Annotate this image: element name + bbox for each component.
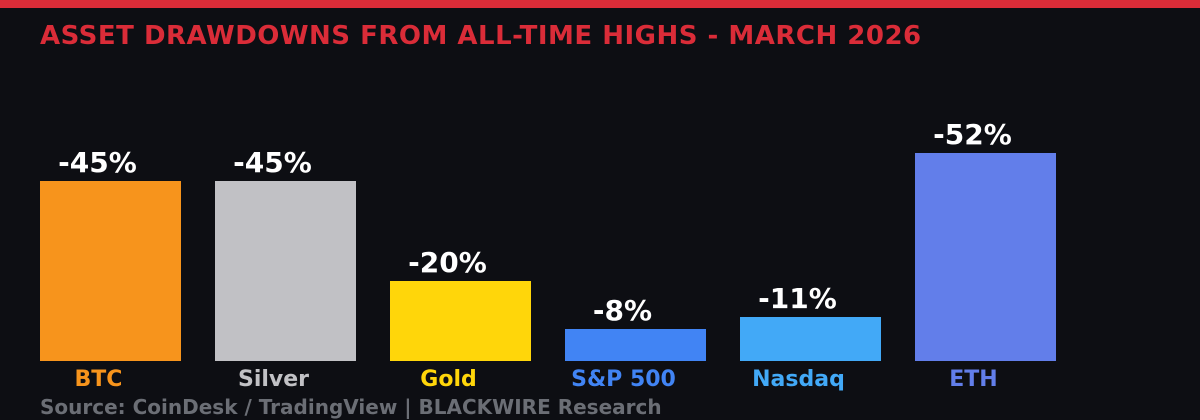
- bar-group-silver: -45% Silver: [215, 149, 356, 391]
- bar-value-label: -45%: [233, 146, 312, 179]
- bar-category-label: Nasdaq: [752, 367, 845, 392]
- bar-category-label: S&P 500: [571, 367, 676, 392]
- bar-group-nasdaq: -11% Nasdaq: [740, 285, 881, 391]
- chart-title: ASSET DRAWDOWNS FROM ALL-TIME HIGHS - MA…: [40, 21, 922, 51]
- bar-category-label: BTC: [74, 367, 123, 392]
- bar-value-label: -20%: [408, 246, 487, 279]
- bar-silver: [215, 181, 356, 361]
- bar-category-label: Gold: [420, 367, 477, 392]
- bar-group-gold: -20% Gold: [390, 249, 531, 391]
- bar-group-eth: -52% ETH: [915, 121, 1056, 391]
- bar-category-label: ETH: [949, 367, 998, 392]
- bar-nasdaq: [740, 317, 881, 361]
- bar-group-s-p-500: -8% S&P 500: [565, 297, 706, 391]
- top-accent-strip: [0, 0, 1200, 8]
- bar-group-btc: -45% BTC: [40, 149, 181, 391]
- source-attribution: Source: CoinDesk / TradingView | BLACKWI…: [40, 395, 662, 419]
- bar-value-label: -52%: [933, 118, 1012, 151]
- bar-s-p-500: [565, 329, 706, 361]
- bar-eth: [915, 153, 1056, 361]
- bar-gold: [390, 281, 531, 361]
- bar-btc: [40, 181, 181, 361]
- bar-value-label: -11%: [758, 282, 837, 315]
- bar-value-label: -45%: [58, 146, 137, 179]
- bar-value-label: -8%: [592, 294, 653, 327]
- bar-category-label: Silver: [237, 367, 310, 392]
